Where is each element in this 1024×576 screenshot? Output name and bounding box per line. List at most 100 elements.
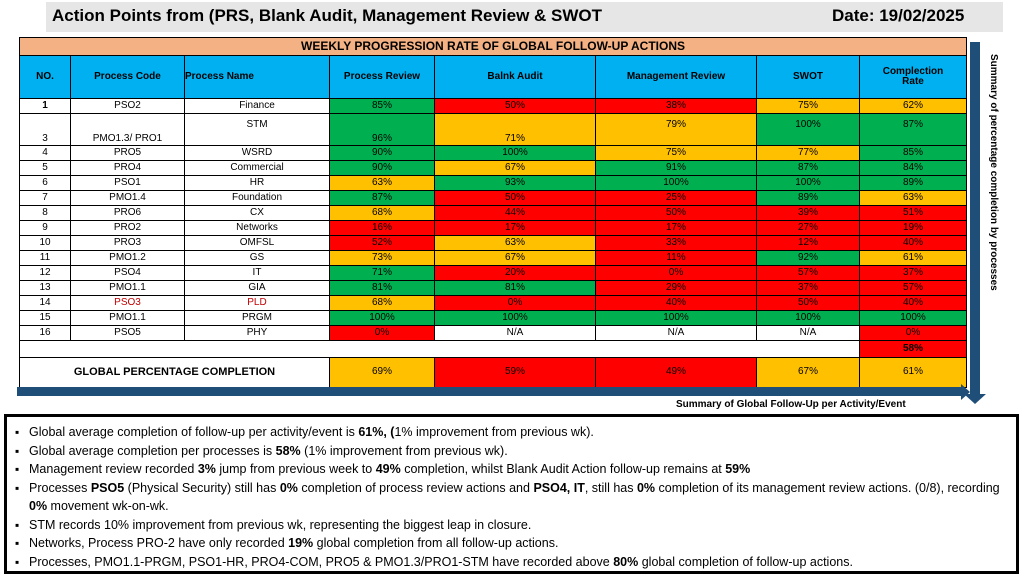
global-completion-label: GLOBAL PERCENTAGE COMPLETION <box>19 357 330 388</box>
row-management-review: 29% <box>595 280 757 296</box>
row-process-code: PSO1 <box>70 175 185 191</box>
row-no: 5 <box>19 160 71 176</box>
row-blank-audit: 71% <box>434 113 596 146</box>
row-management-review: 100% <box>595 175 757 191</box>
row-process-code: PMO1.4 <box>70 190 185 206</box>
row-management-review: 0% <box>595 265 757 281</box>
row-process-name: GS <box>184 250 330 266</box>
row-blank-audit: 0% <box>434 295 596 311</box>
row-process-name: OMFSL <box>184 235 330 251</box>
table-row: 15 PMO1.1 PRGM 100% 100% 100% 100% 100% <box>19 310 967 326</box>
row-process-review: 81% <box>329 280 435 296</box>
note-item: STM records 10% improvement from previou… <box>15 516 1010 535</box>
row-no: 7 <box>19 190 71 206</box>
row-management-review: 11% <box>595 250 757 266</box>
down-arrow-shaft <box>970 42 980 396</box>
row-completion-rate: 89% <box>859 175 967 191</box>
row-process-review: 96% <box>329 113 435 146</box>
row-completion-rate: 57% <box>859 280 967 296</box>
row-process-code: PSO2 <box>70 98 185 114</box>
row-process-name: Networks <box>184 220 330 236</box>
row-process-review: 63% <box>329 175 435 191</box>
table-row: 4 PRO5 WSRD 90% 100% 75% 77% 85% <box>19 145 967 161</box>
row-completion-rate: 0% <box>859 325 967 341</box>
row-process-review: 0% <box>329 325 435 341</box>
row-process-code: PMO1.1 <box>70 310 185 326</box>
table-row: 7 PMO1.4 Foundation 87% 50% 25% 89% 63% <box>19 190 967 206</box>
note-item: Processes, PMO1.1-PRGM, PSO1-HR, PRO4-CO… <box>15 553 1010 572</box>
blank-cell <box>19 340 860 358</box>
row-process-name: Commercial <box>184 160 330 176</box>
row-swot: 75% <box>756 98 860 114</box>
row-management-review: 17% <box>595 220 757 236</box>
row-swot: N/A <box>756 325 860 341</box>
row-management-review: 91% <box>595 160 757 176</box>
table-row: 1 PSO2 Finance 85% 50% 38% 75% 62% <box>19 98 967 114</box>
col-header-process-name: Process Name <box>184 55 330 99</box>
table-row: 10 PRO3 OMFSL 52% 63% 33% 12% 40% <box>19 235 967 251</box>
table-row: 8 PRO6 CX 68% 44% 50% 39% 51% <box>19 205 967 221</box>
global-blank-audit: 59% <box>434 357 596 388</box>
report-date: Date: 19/02/2025 <box>832 6 965 25</box>
row-process-code: PRO3 <box>70 235 185 251</box>
row-blank-audit: 100% <box>434 310 596 326</box>
row-swot: 37% <box>756 280 860 296</box>
row-management-review: 33% <box>595 235 757 251</box>
row-blank-audit: 93% <box>434 175 596 191</box>
notes-box: Global average completion of follow-up p… <box>4 414 1019 574</box>
global-management-review: 49% <box>595 357 757 388</box>
note-item: Networks, Process PRO-2 have only record… <box>15 534 1010 553</box>
row-management-review: 25% <box>595 190 757 206</box>
row-blank-audit: 67% <box>434 160 596 176</box>
row-management-review: N/A <box>595 325 757 341</box>
row-process-name: PHY <box>184 325 330 341</box>
row-swot: 87% <box>756 160 860 176</box>
row-process-code: PRO4 <box>70 160 185 176</box>
row-process-review: 68% <box>329 295 435 311</box>
row-process-review: 52% <box>329 235 435 251</box>
row-process-review: 16% <box>329 220 435 236</box>
row-process-name: STM <box>184 113 330 146</box>
process-total-row: 58% <box>19 340 967 358</box>
table-row: 3 PMO1.3/ PRO1 STM 96% 71% 79% 100% 87% <box>19 113 967 146</box>
row-no: 15 <box>19 310 71 326</box>
row-process-review: 71% <box>329 265 435 281</box>
row-process-review: 87% <box>329 190 435 206</box>
row-blank-audit: 100% <box>434 145 596 161</box>
row-completion-rate: 85% <box>859 145 967 161</box>
table-header-row: NO. Process Code Process Name Process Re… <box>19 55 967 99</box>
row-process-name: HR <box>184 175 330 191</box>
table-row: 12 PSO4 IT 71% 20% 0% 57% 37% <box>19 265 967 281</box>
row-no: 4 <box>19 145 71 161</box>
row-management-review: 50% <box>595 205 757 221</box>
col-header-swot: SWOT <box>756 55 860 99</box>
row-no: 3 <box>19 113 71 146</box>
row-no: 14 <box>19 295 71 311</box>
row-blank-audit: N/A <box>434 325 596 341</box>
row-blank-audit: 17% <box>434 220 596 236</box>
row-no: 8 <box>19 205 71 221</box>
table-row: 6 PSO1 HR 63% 93% 100% 100% 89% <box>19 175 967 191</box>
row-process-name: CX <box>184 205 330 221</box>
row-process-review: 90% <box>329 145 435 161</box>
row-process-review: 68% <box>329 205 435 221</box>
row-swot: 100% <box>756 310 860 326</box>
note-item: Processes PSO5 (Physical Security) still… <box>15 479 1010 516</box>
row-blank-audit: 50% <box>434 98 596 114</box>
row-process-code: PRO6 <box>70 205 185 221</box>
row-management-review: 38% <box>595 98 757 114</box>
note-item: Management review recorded 3% jump from … <box>15 460 1010 479</box>
row-blank-audit: 67% <box>434 250 596 266</box>
row-process-code: PSO5 <box>70 325 185 341</box>
row-process-code: PMO1.3/ PRO1 <box>70 113 185 146</box>
process-average-completion: 58% <box>859 340 967 358</box>
table-title-row: WEEKLY PROGRESSION RATE OF GLOBAL FOLLOW… <box>19 37 967 56</box>
table-row: 5 PRO4 Commercial 90% 67% 91% 87% 84% <box>19 160 967 176</box>
row-completion-rate: 19% <box>859 220 967 236</box>
row-process-name: IT <box>184 265 330 281</box>
row-swot: 39% <box>756 205 860 221</box>
process-summary-label: Summary of percentage completion by proc… <box>988 54 999 291</box>
global-process-review: 69% <box>329 357 435 388</box>
row-completion-rate: 51% <box>859 205 967 221</box>
col-header-process-review: Process Review <box>329 55 435 99</box>
